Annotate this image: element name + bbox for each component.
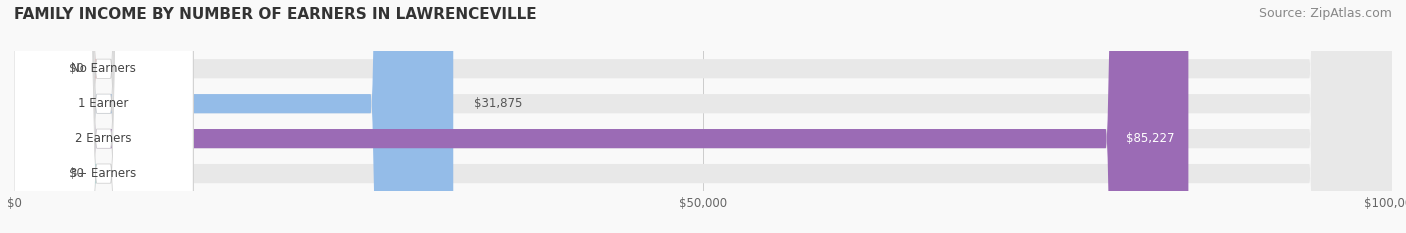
Text: 1 Earner: 1 Earner — [79, 97, 129, 110]
FancyBboxPatch shape — [14, 0, 1392, 233]
FancyBboxPatch shape — [14, 0, 1392, 233]
Text: $85,227: $85,227 — [1126, 132, 1174, 145]
FancyBboxPatch shape — [0, 0, 97, 233]
Text: Source: ZipAtlas.com: Source: ZipAtlas.com — [1258, 7, 1392, 20]
Text: $0: $0 — [69, 62, 84, 75]
Text: $31,875: $31,875 — [474, 97, 522, 110]
Text: 3+ Earners: 3+ Earners — [70, 167, 136, 180]
FancyBboxPatch shape — [14, 0, 193, 233]
FancyBboxPatch shape — [0, 0, 97, 233]
FancyBboxPatch shape — [14, 0, 193, 233]
Text: 2 Earners: 2 Earners — [76, 132, 132, 145]
FancyBboxPatch shape — [14, 0, 193, 233]
FancyBboxPatch shape — [14, 0, 1188, 233]
FancyBboxPatch shape — [14, 0, 193, 233]
Text: No Earners: No Earners — [72, 62, 136, 75]
Text: FAMILY INCOME BY NUMBER OF EARNERS IN LAWRENCEVILLE: FAMILY INCOME BY NUMBER OF EARNERS IN LA… — [14, 7, 537, 22]
FancyBboxPatch shape — [14, 0, 1392, 233]
FancyBboxPatch shape — [14, 0, 1392, 233]
Text: $0: $0 — [69, 167, 84, 180]
FancyBboxPatch shape — [14, 0, 453, 233]
